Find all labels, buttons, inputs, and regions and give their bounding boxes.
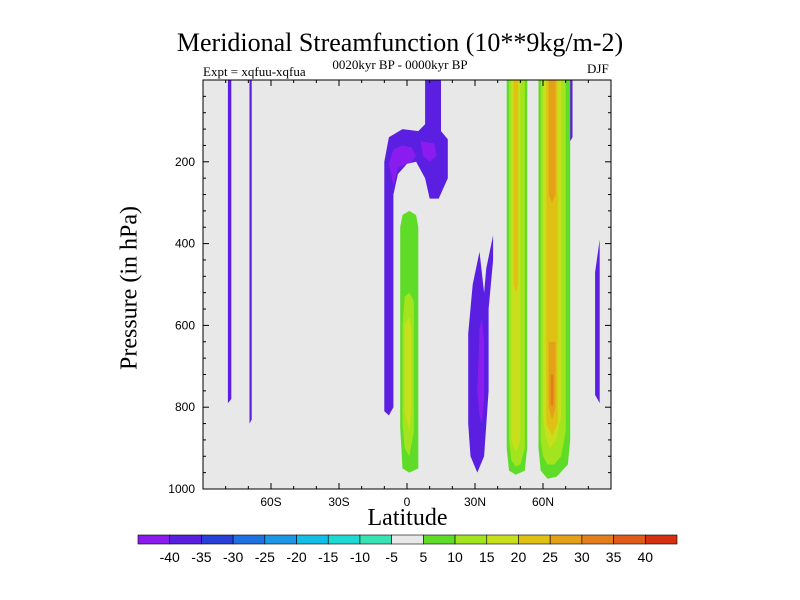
colorbar-label: -5: [385, 549, 398, 565]
contour-region-7: [595, 239, 600, 404]
colorbar-box: [359, 534, 392, 545]
contour-region-21: [548, 80, 556, 203]
chart-subtitle-left: Expt = xqfuu-xqfua: [203, 64, 306, 79]
colorbar-box: [644, 534, 678, 545]
contour-region-16: [404, 317, 412, 432]
colorbar-label: -30: [223, 549, 243, 565]
contour-region-24: [548, 202, 556, 342]
colorbar-label: 30: [574, 549, 590, 565]
colorbar-box: [549, 534, 583, 545]
y-tick-label: 200: [175, 155, 195, 169]
colorbar-label: -20: [286, 549, 306, 565]
colorbar-label: -25: [255, 549, 275, 565]
colorbar-box: [327, 534, 361, 545]
colorbar-label: 5: [419, 549, 427, 565]
colorbar-box: [264, 534, 297, 545]
colorbar-box: [518, 534, 551, 545]
colorbar-box: [137, 534, 171, 545]
contour-region-6: [477, 317, 485, 424]
contour-region-19: [513, 80, 519, 293]
colorbar-label: 15: [479, 549, 495, 565]
colorbar-box: [613, 534, 646, 545]
y-tick-label: 1000: [168, 482, 195, 496]
colorbar-label: 40: [638, 549, 654, 565]
colorbar-box: [296, 534, 329, 545]
colorbar-label: 20: [511, 549, 527, 565]
colorbar-box: [232, 534, 266, 545]
colorbar-label: -40: [160, 549, 180, 565]
colorbar-box: [391, 534, 424, 545]
contour-region-3: [388, 145, 417, 187]
x-tick-label: 60S: [260, 495, 281, 509]
y-tick-label: 600: [175, 318, 195, 332]
colorbar-label: 10: [447, 549, 463, 565]
colorbar-label: 25: [542, 549, 558, 565]
colorbar-box: [423, 534, 456, 545]
x-axis-label: Latitude: [367, 505, 448, 531]
colorbar-box: [454, 534, 488, 545]
colorbar-label: -10: [350, 549, 370, 565]
colorbar-label: -35: [191, 549, 211, 565]
colorbar-label: -15: [318, 549, 338, 565]
colorbar-label: 35: [606, 549, 622, 565]
chart-subtitle-center: 0020kyr BP - 0000kyr BP: [332, 57, 468, 72]
contour-region-4: [420, 141, 437, 162]
x-tick-label: 0: [404, 495, 411, 509]
colorbar-box: [486, 534, 519, 545]
y-tick-label: 800: [175, 400, 195, 414]
contour-region-0: [227, 80, 232, 404]
colorbar-box: [169, 534, 202, 545]
x-tick-label: 30S: [328, 495, 349, 509]
colorbar-box: [581, 534, 614, 545]
x-tick-label: 60N: [532, 495, 554, 509]
x-tick-label: 30N: [464, 495, 486, 509]
chart-title: Meridional Streamfunction (10**9kg/m-2): [176, 28, 624, 57]
y-tick-label: 400: [175, 237, 195, 251]
chart-subtitle-right: DJF: [587, 61, 609, 76]
contour-region-1: [249, 80, 252, 424]
contour-region-23: [550, 374, 554, 408]
colorbar-box: [201, 534, 234, 545]
